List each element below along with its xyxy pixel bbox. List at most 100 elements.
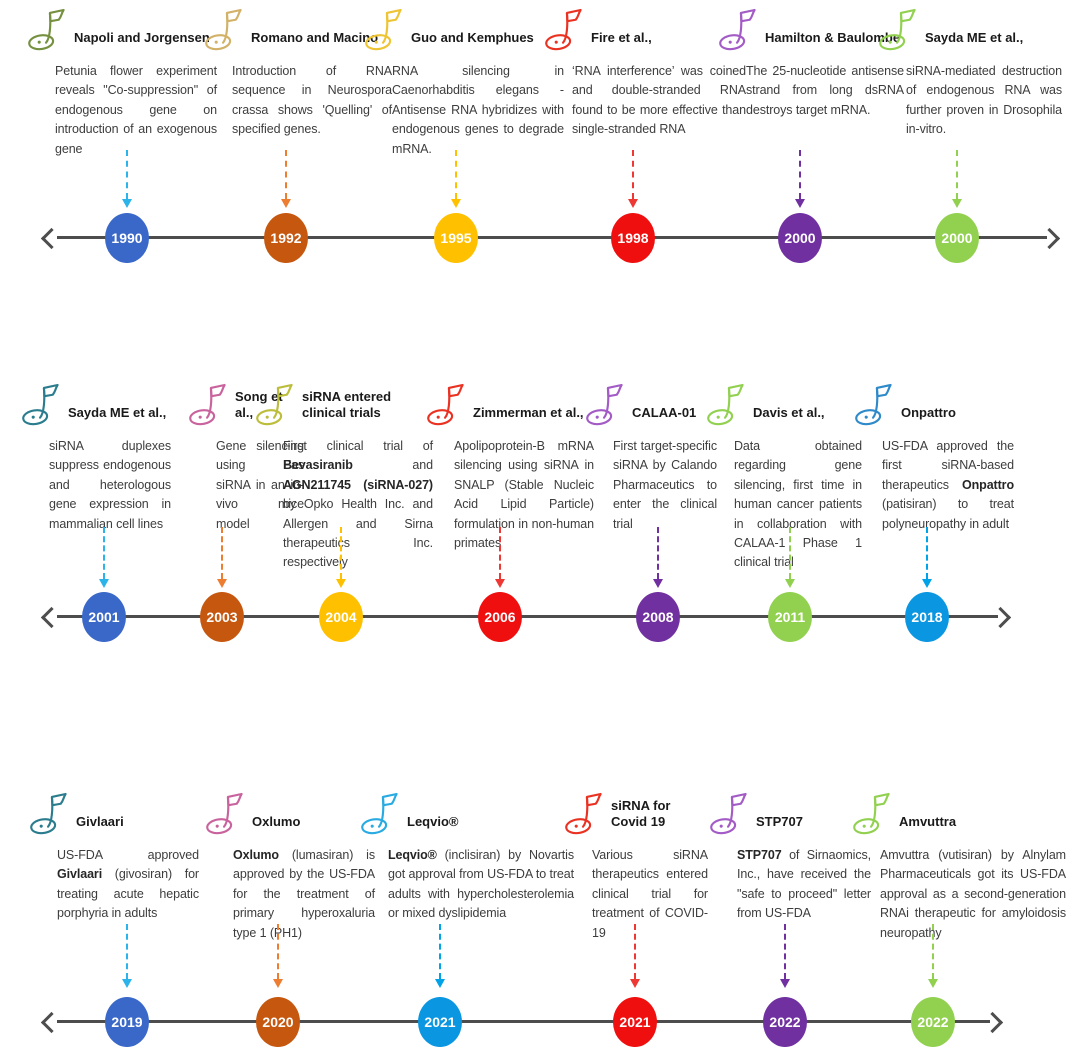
milestone-header: Song et al.,	[189, 383, 304, 426]
milestone-description: Data obtained regarding gene silencing, …	[734, 439, 862, 570]
year-node: 2021	[613, 997, 657, 1047]
golf-flag-icon	[30, 792, 69, 835]
milestone-title: Amvuttra	[899, 813, 957, 829]
milestone-arrow	[279, 150, 293, 208]
timeline-axis-2	[57, 615, 998, 618]
axis-arrow-left-2	[40, 606, 63, 629]
axis-arrow-left-1	[40, 227, 63, 250]
milestone-arrow	[920, 527, 934, 588]
milestone-header: siRNA for Covid 19	[565, 792, 708, 835]
axis-arrow-right-3	[981, 1011, 1004, 1034]
year-node: 2019	[105, 997, 149, 1047]
year-node: 2011	[768, 592, 812, 642]
milestone-arrow	[926, 924, 940, 988]
year-node: 2018	[905, 592, 949, 642]
milestone-entry: STP707 STP707 of Sirnaomics, Inc., have …	[710, 792, 871, 924]
milestone-header: Fire et al.,	[545, 8, 746, 51]
year-node: 1995	[434, 213, 478, 263]
year-node: 2022	[911, 997, 955, 1047]
milestone-title: Onpattro	[901, 404, 956, 420]
milestone-entry: CALAA-01 First target-specific siRNA by …	[586, 383, 717, 534]
golf-flag-icon	[205, 8, 244, 51]
milestone-entry: Leqvio® Leqvio® (inclisiran) by Novartis…	[361, 792, 574, 924]
milestone-entry: siRNA for Covid 19 Various siRNA therape…	[565, 792, 708, 943]
axis-arrow-right-2	[989, 606, 1012, 629]
golf-flag-icon	[28, 8, 67, 51]
axis-arrow-right-1	[1038, 227, 1061, 250]
golf-flag-icon	[879, 8, 918, 51]
year-node: 2022	[763, 997, 807, 1047]
milestone-arrow	[433, 924, 447, 988]
milestone-header: Oxlumo	[206, 792, 375, 835]
golf-flag-icon	[586, 383, 625, 426]
milestone-description: Oxlumo (lumasiran) is approved by the US…	[233, 848, 375, 940]
year-node: 2020	[256, 997, 300, 1047]
milestone-header: CALAA-01	[586, 383, 717, 426]
golf-flag-icon	[256, 383, 295, 426]
golf-flag-icon	[22, 383, 61, 426]
golf-flag-icon	[853, 792, 892, 835]
milestone-arrow	[334, 527, 348, 588]
milestone-header: Hamilton & Baulombe	[719, 8, 904, 51]
golf-flag-icon	[427, 383, 466, 426]
milestone-entry: Sayda ME et al., siRNA duplexes suppress…	[22, 383, 171, 534]
milestone-title: Fire et al.,	[591, 29, 652, 45]
year-node: 2021	[418, 997, 462, 1047]
milestone-entry: siRNA entered clinical trials First clin…	[256, 383, 433, 573]
milestone-description: First clinical trial of Bevasiranib and …	[283, 439, 433, 570]
milestone-title: Guo and Kemphues	[411, 29, 534, 45]
year-node: 2006	[478, 592, 522, 642]
milestone-arrow	[120, 150, 134, 208]
golf-flag-icon	[855, 383, 894, 426]
milestone-header: Sayda ME et al.,	[879, 8, 1062, 51]
milestone-description: Petunia flower experiment reveals "Co-su…	[55, 64, 217, 156]
milestone-header: Romano and Macino	[205, 8, 392, 51]
milestone-header: Onpattro	[855, 383, 1014, 426]
milestone-entry: Sayda ME et al., siRNA-mediated destruct…	[879, 8, 1062, 140]
milestone-title: siRNA for Covid 19	[611, 797, 671, 829]
milestone-entry: Romano and Macino Introduction of RNA se…	[205, 8, 392, 140]
milestone-description: siRNA duplexes suppress endogenous and h…	[49, 439, 171, 531]
golf-flag-icon	[365, 8, 404, 51]
timeline-axis-1	[57, 236, 1047, 239]
milestone-title: Hamilton & Baulombe	[765, 29, 901, 45]
milestone-description: First target-specific siRNA by Calando P…	[613, 439, 717, 531]
golf-flag-icon	[565, 792, 604, 835]
golf-flag-icon	[206, 792, 245, 835]
milestone-entry: Davis et al., Data obtained regarding ge…	[707, 383, 862, 573]
milestone-arrow	[493, 527, 507, 588]
milestone-title: Napoli and Jorgensen	[74, 29, 210, 45]
milestone-header: Givlaari	[30, 792, 199, 835]
milestone-entry: Givlaari US-FDA approved Givlaari (givos…	[30, 792, 199, 924]
milestone-entry: Hamilton & Baulombe The 25-nucleotide an…	[719, 8, 904, 120]
milestone-title: STP707	[756, 813, 803, 829]
year-node: 2001	[82, 592, 126, 642]
milestone-arrow	[215, 527, 229, 588]
milestone-title: Sayda ME et al.,	[68, 404, 167, 420]
milestone-entry: Zimmerman et al., Apolipoprotein-B mRNA …	[427, 383, 594, 553]
milestone-description: US-FDA approved the first siRNA-based th…	[882, 439, 1014, 531]
milestone-entry: Song et al., Gene silencing using Fas si…	[189, 383, 304, 534]
golf-flag-icon	[545, 8, 584, 51]
milestone-arrow	[97, 527, 111, 588]
milestone-description: siRNA-mediated destruction of endogenous…	[906, 64, 1062, 137]
milestone-header: STP707	[710, 792, 871, 835]
milestone-arrow	[449, 150, 463, 208]
year-node: 2000	[935, 213, 979, 263]
milestone-description: Various siRNA therapeutics entered clini…	[592, 848, 708, 940]
year-node: 1998	[611, 213, 655, 263]
milestone-header: Sayda ME et al.,	[22, 383, 171, 426]
milestone-title: Zimmerman et al.,	[473, 404, 584, 420]
milestone-title: CALAA-01	[632, 404, 697, 420]
milestone-title: Romano and Macino	[251, 29, 379, 45]
year-node: 1990	[105, 213, 149, 263]
milestone-description: STP707 of Sirnaomics, Inc., have receive…	[737, 848, 871, 921]
milestone-description: Amvuttra (vutisiran) by Alnylam Pharmace…	[880, 848, 1066, 940]
milestone-description: RNA silencing in Caenorhabditis elegans …	[392, 64, 564, 156]
milestone-title: Sayda ME et al.,	[925, 29, 1024, 45]
milestone-description: Leqvio® (inclisiran) by Novartis got app…	[388, 848, 574, 921]
milestone-header: Davis et al.,	[707, 383, 862, 426]
milestone-arrow	[120, 924, 134, 988]
milestone-entry: Onpattro US-FDA approved the first siRNA…	[855, 383, 1014, 534]
